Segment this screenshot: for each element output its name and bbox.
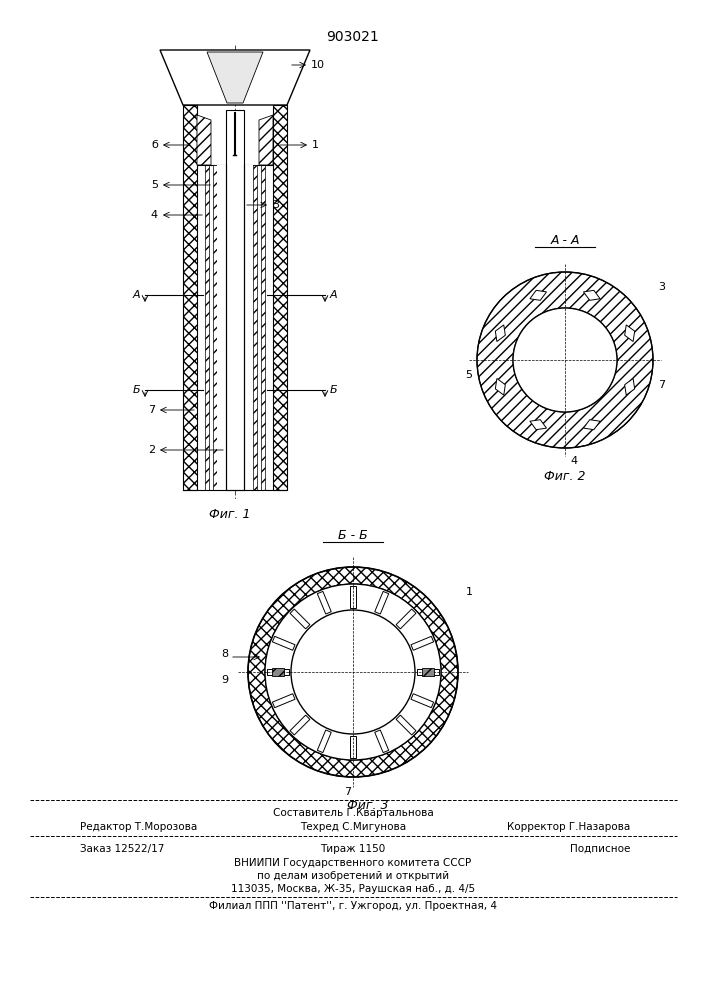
Text: 8: 8: [221, 649, 228, 659]
Polygon shape: [530, 420, 547, 430]
Bar: [253, 165, 257, 490]
Text: А - А: А - А: [550, 234, 580, 247]
Polygon shape: [290, 609, 310, 629]
Circle shape: [513, 308, 617, 412]
Text: 2: 2: [148, 445, 155, 455]
Polygon shape: [267, 669, 289, 675]
Polygon shape: [350, 586, 356, 608]
Text: Б: Б: [330, 385, 338, 395]
Text: 5: 5: [465, 370, 472, 380]
Bar: [272, 668, 284, 676]
Polygon shape: [259, 115, 273, 165]
Text: Б - Б: Б - Б: [338, 529, 368, 542]
Polygon shape: [375, 730, 389, 753]
Circle shape: [265, 584, 441, 760]
Polygon shape: [625, 325, 635, 342]
Text: А: А: [330, 290, 338, 300]
Text: Тираж 1150: Тираж 1150: [320, 844, 385, 854]
Polygon shape: [496, 378, 506, 395]
Text: 4: 4: [151, 210, 158, 220]
Bar: [217, 165, 253, 490]
Polygon shape: [197, 115, 211, 165]
Text: 7: 7: [344, 787, 351, 797]
Polygon shape: [160, 50, 310, 105]
Text: Фиг. 1: Фиг. 1: [209, 508, 251, 521]
Polygon shape: [375, 591, 389, 614]
Text: 9: 9: [221, 675, 228, 685]
Text: ВНИИПИ Государственного комитета СССР: ВНИИПИ Государственного комитета СССР: [235, 858, 472, 868]
Text: 10: 10: [311, 60, 325, 70]
Text: 3: 3: [272, 200, 279, 210]
Bar: [205, 165, 209, 490]
Polygon shape: [417, 669, 439, 675]
Bar: [213, 165, 217, 490]
Polygon shape: [183, 105, 197, 490]
Text: Фиг. 2: Фиг. 2: [544, 470, 586, 483]
Polygon shape: [273, 105, 287, 490]
Text: Фиг. 3: Фиг. 3: [347, 799, 389, 812]
Text: Редактор Т.Морозова: Редактор Т.Морозова: [80, 822, 197, 832]
Text: Корректор Г.Назарова: Корректор Г.Назарова: [507, 822, 630, 832]
Polygon shape: [272, 694, 295, 708]
Polygon shape: [625, 378, 635, 395]
Polygon shape: [496, 325, 506, 342]
Polygon shape: [583, 290, 600, 300]
Text: 7: 7: [148, 405, 155, 415]
Polygon shape: [226, 110, 244, 490]
Circle shape: [291, 610, 415, 734]
Polygon shape: [396, 715, 416, 735]
Polygon shape: [272, 636, 295, 650]
Text: 113035, Москва, Ж-35, Раушская наб., д. 4/5: 113035, Москва, Ж-35, Раушская наб., д. …: [231, 884, 475, 894]
Text: 7: 7: [658, 380, 665, 390]
Polygon shape: [290, 715, 310, 735]
Bar: [422, 668, 434, 676]
Text: Б: Б: [132, 385, 140, 395]
Polygon shape: [530, 290, 547, 300]
Wedge shape: [477, 272, 653, 448]
Bar: [261, 165, 265, 490]
Polygon shape: [317, 730, 332, 753]
Text: 1: 1: [312, 140, 319, 150]
Polygon shape: [207, 52, 263, 103]
Text: 903021: 903021: [327, 30, 380, 44]
Text: б: б: [151, 140, 158, 150]
Text: Составитель Г.Квартальнова: Составитель Г.Квартальнова: [273, 808, 433, 818]
Polygon shape: [350, 736, 356, 758]
Wedge shape: [248, 567, 458, 777]
Text: 1: 1: [466, 587, 473, 597]
Text: Подписное: Подписное: [570, 844, 630, 854]
Polygon shape: [396, 609, 416, 629]
Polygon shape: [411, 694, 433, 708]
Text: Техред С.Мигунова: Техред С.Мигунова: [300, 822, 406, 832]
Text: 4: 4: [570, 456, 577, 466]
Polygon shape: [317, 591, 332, 614]
Polygon shape: [583, 420, 600, 430]
Text: по делам изобретений и открытий: по делам изобретений и открытий: [257, 871, 449, 881]
Polygon shape: [411, 636, 433, 650]
Text: Филиал ППП ''Патент'', г. Ужгород, ул. Проектная, 4: Филиал ППП ''Патент'', г. Ужгород, ул. П…: [209, 901, 497, 911]
Text: Заказ 12522/17: Заказ 12522/17: [80, 844, 164, 854]
Text: 3: 3: [658, 282, 665, 292]
Text: 5: 5: [151, 180, 158, 190]
Text: А: А: [132, 290, 140, 300]
